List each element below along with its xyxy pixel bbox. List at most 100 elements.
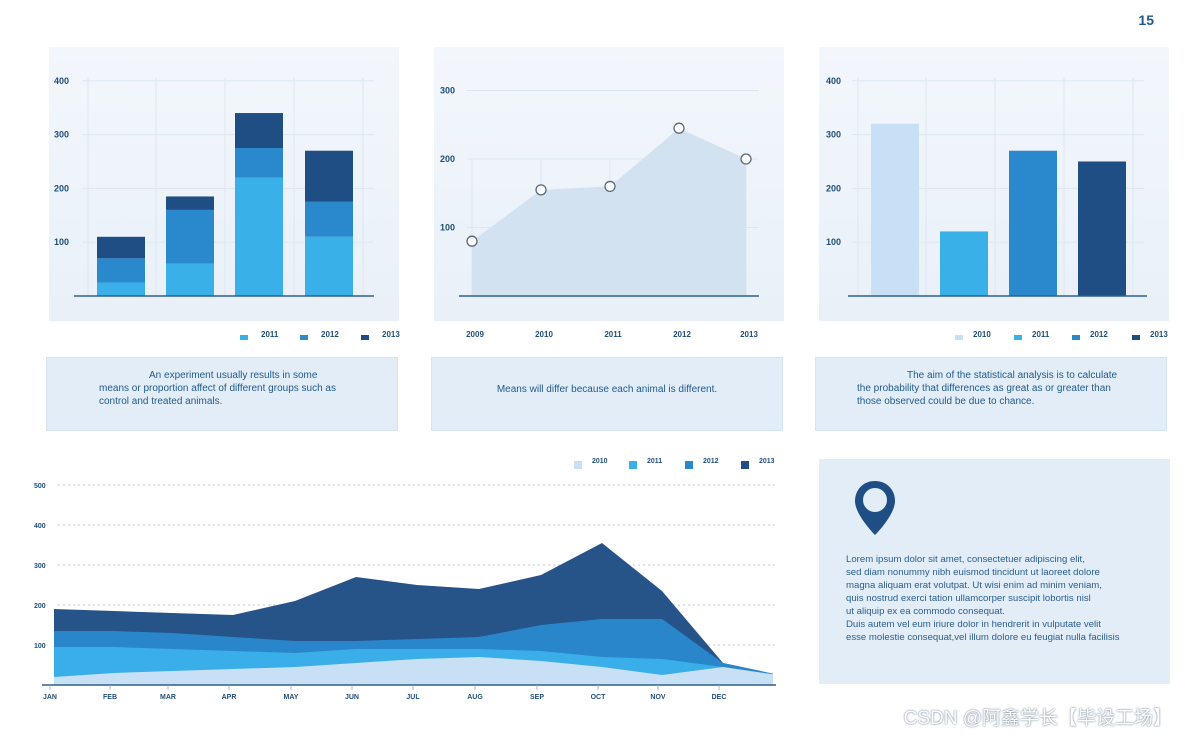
x-tick-label: OCT bbox=[591, 694, 607, 701]
bar-segment bbox=[97, 236, 145, 259]
data-point bbox=[740, 153, 752, 165]
y-tick-label: 300 bbox=[34, 563, 46, 570]
info-line: magna aliquam erat volutpat. Ut wisi eni… bbox=[846, 580, 1102, 591]
legend-label: 2013 bbox=[759, 458, 775, 465]
page-number: 15 bbox=[1138, 12, 1154, 28]
y-tick-label: 200 bbox=[54, 183, 69, 193]
legend-label: 2013 bbox=[1150, 330, 1168, 339]
info-text: Lorem ipsum dolor sit amet, consectetuer… bbox=[846, 553, 1146, 644]
legend-label: 2012 bbox=[321, 330, 339, 339]
chart2-description: Means will differ because each animal is… bbox=[431, 357, 783, 431]
bar-segment bbox=[166, 196, 214, 210]
desc3-line: The aim of the statistical analysis is t… bbox=[907, 370, 1118, 381]
chart3-description: The aim of the statistical analysis is t… bbox=[815, 357, 1167, 431]
y-tick-label: 300 bbox=[826, 130, 841, 140]
stacked-area-chart: 100 200 300 400 500 JAN FEB MAR APR MAY JUN JUL AUG S… bbox=[34, 458, 776, 701]
bar-segment bbox=[305, 236, 353, 296]
x-tick-label: MAR bbox=[160, 694, 176, 701]
y-tick-label: 500 bbox=[34, 483, 46, 490]
info-line: Duis autem vel eum iriure dolor in hendr… bbox=[846, 619, 1101, 630]
x-tick-label: 2011 bbox=[604, 330, 622, 339]
bar-segment bbox=[97, 282, 145, 296]
legend-swatch bbox=[1072, 335, 1080, 340]
bar bbox=[1078, 161, 1126, 296]
data-point bbox=[604, 180, 616, 193]
simple-bar-chart: 100 200 300 400 2010 2011 2012 2013 bbox=[826, 76, 1168, 340]
desc2-line: Means will differ because each animal is… bbox=[496, 384, 718, 395]
legend-swatch bbox=[240, 335, 248, 340]
bar-segment bbox=[235, 177, 283, 296]
legend-label: 2011 bbox=[1032, 330, 1050, 339]
y-tick-label: 300 bbox=[54, 130, 69, 140]
legend-label: 2010 bbox=[973, 330, 991, 339]
desc1-line: An experiment usually results in some bbox=[149, 370, 318, 381]
y-tick-label: 100 bbox=[826, 237, 841, 247]
area-line-chart: 100 200 300 2009 2010 2011 2012 2013 bbox=[440, 86, 759, 339]
info-line: sed diam nonummy nibh euismod tincidunt … bbox=[846, 567, 1100, 578]
chart1-description: An experiment usually results in some me… bbox=[46, 357, 398, 431]
desc3-line: the probability that differences as grea… bbox=[857, 383, 1111, 394]
bar-segment bbox=[235, 113, 283, 149]
x-tick-label: 2009 bbox=[466, 330, 484, 339]
legend-label: 2011 bbox=[647, 458, 662, 465]
watermark: CSDN @阿鑫学长【毕设工场】 bbox=[903, 708, 1172, 729]
location-pin-icon bbox=[855, 481, 895, 535]
area-series bbox=[54, 657, 773, 685]
area-fill bbox=[472, 128, 746, 296]
data-point bbox=[535, 184, 547, 196]
x-tick-label: JAN bbox=[43, 694, 57, 701]
data-point bbox=[466, 235, 478, 247]
legend-swatch bbox=[361, 335, 369, 340]
y-tick-label: 200 bbox=[826, 183, 841, 193]
bar-segment bbox=[235, 148, 283, 178]
legend-label: 2012 bbox=[703, 458, 719, 465]
x-tick-label: JUN bbox=[345, 694, 359, 701]
legend-label: 2010 bbox=[592, 458, 608, 465]
x-tick-label: JUL bbox=[406, 694, 420, 701]
info-line: quis nostrud exerci tation ullamcorper s… bbox=[846, 593, 1091, 604]
bar-segment bbox=[305, 150, 353, 202]
bar-segment bbox=[97, 258, 145, 283]
y-tick-label: 100 bbox=[54, 237, 69, 247]
desc3-line: those observed could be due to chance. bbox=[857, 396, 1035, 407]
info-line: esse molestie consequat,vel illum dolore… bbox=[846, 632, 1120, 643]
desc1-line: means or proportion affect of different … bbox=[99, 383, 336, 394]
data-point bbox=[673, 122, 685, 134]
legend-label: 2013 bbox=[382, 330, 400, 339]
y-tick-label: 400 bbox=[34, 523, 46, 530]
legend-label: 2012 bbox=[1090, 330, 1108, 339]
x-tick-label: APR bbox=[222, 694, 237, 701]
legend-swatch bbox=[300, 335, 308, 340]
y-tick-label: 200 bbox=[440, 154, 455, 164]
bar bbox=[871, 123, 919, 296]
x-tick-label: 2013 bbox=[740, 330, 758, 339]
y-tick-label: 400 bbox=[826, 76, 841, 86]
legend-swatch bbox=[741, 461, 749, 469]
legend-swatch bbox=[955, 335, 963, 340]
y-tick-label: 100 bbox=[440, 223, 455, 233]
stacked-bar-chart: 100 200 300 400 2011 2012 2013 bbox=[54, 76, 400, 340]
x-tick-label: NOV bbox=[650, 694, 666, 701]
legend-swatch bbox=[574, 461, 582, 469]
x-tick-label: 2012 bbox=[673, 330, 691, 339]
info-line: Lorem ipsum dolor sit amet, consectetuer… bbox=[846, 554, 1085, 565]
y-tick-label: 400 bbox=[54, 76, 69, 86]
x-tick-label: 2010 bbox=[535, 330, 553, 339]
x-tick-label: AUG bbox=[467, 694, 483, 701]
bar-segment bbox=[166, 263, 214, 296]
info-line: ut aliquip ex ea commodo consequat. bbox=[846, 606, 1005, 617]
x-tick-label: DEC bbox=[712, 694, 727, 701]
x-tick-label: SEP bbox=[530, 694, 544, 701]
bar bbox=[1009, 150, 1057, 296]
x-tick-label: FEB bbox=[103, 694, 117, 701]
x-tick-label: MAY bbox=[284, 694, 299, 701]
bar-segment bbox=[166, 209, 214, 264]
bar bbox=[940, 231, 988, 296]
desc1-line: control and treated animals. bbox=[99, 396, 223, 407]
legend-swatch bbox=[1014, 335, 1022, 340]
bar-segment bbox=[305, 201, 353, 237]
legend-swatch bbox=[629, 461, 637, 469]
legend-swatch bbox=[1132, 335, 1140, 340]
y-tick-label: 200 bbox=[34, 603, 46, 610]
y-tick-label: 100 bbox=[34, 643, 46, 650]
